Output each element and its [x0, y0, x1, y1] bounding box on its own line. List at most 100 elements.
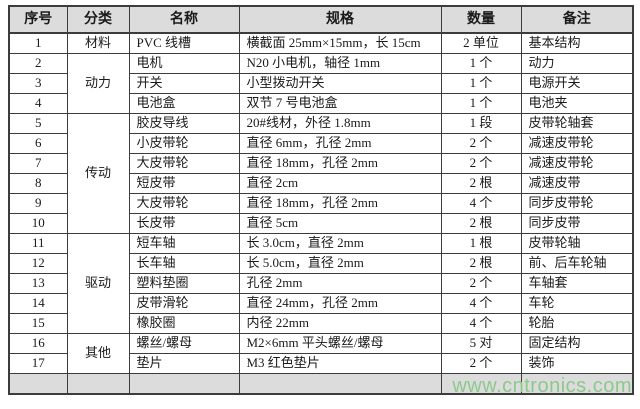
- header-note: 备注: [520, 5, 634, 34]
- cell-note: 电池夹: [520, 92, 634, 114]
- table-row: 3 开关 小型拨动开关 1 个 电源开关: [8, 72, 634, 94]
- cell-no: 1: [8, 32, 68, 54]
- cell-name: 长车轴: [128, 252, 240, 274]
- cell-note: 同步皮带轮: [520, 192, 634, 214]
- table-row: 6 小皮带轮 直径 6mm，孔径 2mm 2 个 减速皮带轮: [8, 132, 634, 154]
- cell-category-other: 其他: [66, 332, 130, 374]
- cell-spec: 双节 7 号电池盒: [238, 92, 442, 114]
- cell-qty: 2 根: [440, 252, 522, 274]
- cell-note: 装饰: [520, 352, 634, 374]
- cell-no: 2: [8, 52, 68, 74]
- cell-no: 9: [8, 192, 68, 214]
- cell-name: 电机: [128, 52, 240, 74]
- table-row: 5 传动 胶皮导线 20#线材，外径 1.8mm 1 段 皮带轮轴套: [8, 112, 634, 234]
- cell-no: 11: [8, 232, 68, 254]
- cell-name: 开关: [128, 72, 240, 94]
- cell-note: 基本结构: [520, 32, 634, 54]
- cell-no: 6: [8, 132, 68, 154]
- cell-note: 车轴套: [520, 272, 634, 294]
- cell-spec: N20 小电机，轴径 1mm: [238, 52, 442, 74]
- table-row: 13 塑料垫圈 孔径 2mm 2 个 车轴套: [8, 272, 634, 294]
- cell-qty: 4 个: [440, 292, 522, 314]
- cell-spec: M3 红色垫片: [238, 352, 442, 374]
- footer-cell: [8, 372, 68, 395]
- table-row: 17 垫片 M3 红色垫片 2 个 装饰: [8, 352, 634, 374]
- cell-name: 大皮带轮: [128, 152, 240, 174]
- header-row: 序号 分类 名称 规格 数量 备注: [8, 5, 634, 34]
- cell-qty: 4 个: [440, 312, 522, 334]
- table-row: 2 动力 电机 N20 小电机，轴径 1mm 1 个 动力: [8, 52, 634, 114]
- cell-qty: 1 个: [440, 72, 522, 94]
- cell-qty: 2 根: [440, 172, 522, 194]
- cell-qty: 2 单位: [440, 32, 522, 54]
- cell-spec: 长 3.0cm，直径 2mm: [238, 232, 442, 254]
- cell-qty: 1 个: [440, 92, 522, 114]
- cell-no: 14: [8, 292, 68, 314]
- footer-cell: [440, 372, 522, 395]
- parts-table: 序号 分类 名称 规格 数量 备注 1 材料 PVC 线槽 横截面 25mm×1…: [8, 5, 634, 395]
- cell-qty: 2 个: [440, 132, 522, 154]
- cell-category-drive: 驱动: [66, 232, 130, 334]
- header-name: 名称: [128, 5, 240, 34]
- cell-name: 电池盒: [128, 92, 240, 114]
- cell-note: 前、后车轮轴: [520, 252, 634, 274]
- cell-note: 减速皮带轮: [520, 152, 634, 174]
- cell-category-transmission: 传动: [66, 112, 130, 234]
- cell-note: 皮带轮轴套: [520, 112, 634, 134]
- cell-name: 橡胶圈: [128, 312, 240, 334]
- footer-cell: [66, 372, 130, 395]
- table-row: 11 驱动 短车轴 长 3.0cm，直径 2mm 1 根 皮带轮轴: [8, 232, 634, 334]
- table-row: 1 材料 PVC 线槽 横截面 25mm×15mm，长 15cm 2 单位 基本…: [8, 32, 634, 54]
- header-spec: 规格: [238, 5, 442, 34]
- cell-spec: 直径 18mm，孔径 2mm: [238, 192, 442, 214]
- cell-qty: 1 段: [440, 112, 522, 134]
- cell-note: 减速皮带: [520, 172, 634, 194]
- cell-name: 小皮带轮: [128, 132, 240, 154]
- cell-qty: 2 个: [440, 152, 522, 174]
- cell-name: 短皮带: [128, 172, 240, 194]
- cell-note: 减速皮带轮: [520, 132, 634, 154]
- cell-qty: 1 根: [440, 232, 522, 254]
- cell-note: 动力: [520, 52, 634, 74]
- header-no: 序号: [8, 5, 68, 34]
- cell-spec: 横截面 25mm×15mm，长 15cm: [238, 32, 442, 54]
- cell-spec: 直径 18mm，孔径 2mm: [238, 152, 442, 174]
- cell-qty: 2 根: [440, 212, 522, 234]
- cell-note: 车轮: [520, 292, 634, 314]
- cell-spec: 20#线材，外径 1.8mm: [238, 112, 442, 134]
- cell-qty: 5 对: [440, 332, 522, 354]
- cell-spec: 直径 5cm: [238, 212, 442, 234]
- cell-category-power: 动力: [66, 52, 130, 114]
- header-qty: 数量: [440, 5, 522, 34]
- footer-row: [8, 372, 634, 395]
- cell-note: 电源开关: [520, 72, 634, 94]
- table-row: 16 其他 螺丝/螺母 M2×6mm 平头螺丝/螺母 5 对 固定结构: [8, 332, 634, 374]
- table-row: 14 皮带滑轮 直径 24mm，孔径 2mm 4 个 车轮: [8, 292, 634, 314]
- cell-spec: 长 5.0cm，直径 2mm: [238, 252, 442, 274]
- cell-spec: 孔径 2mm: [238, 272, 442, 294]
- cell-category-material: 材料: [66, 32, 130, 54]
- cell-name: 大皮带轮: [128, 192, 240, 214]
- cell-no: 12: [8, 252, 68, 274]
- cell-qty: 1 个: [440, 52, 522, 74]
- cell-name: 垫片: [128, 352, 240, 374]
- cell-qty: 4 个: [440, 192, 522, 214]
- cell-note: 皮带轮轴: [520, 232, 634, 254]
- cell-spec: 直径 2cm: [238, 172, 442, 194]
- footer-cell: [520, 372, 634, 395]
- cell-qty: 2 个: [440, 352, 522, 374]
- footer-cell: [128, 372, 240, 395]
- cell-no: 4: [8, 92, 68, 114]
- cell-name: 塑料垫圈: [128, 272, 240, 294]
- header-category: 分类: [66, 5, 130, 34]
- cell-no: 17: [8, 352, 68, 374]
- table-row: 8 短皮带 直径 2cm 2 根 减速皮带: [8, 172, 634, 194]
- footer-cell: [238, 372, 442, 395]
- cell-note: 固定结构: [520, 332, 634, 354]
- cell-name: 短车轴: [128, 232, 240, 254]
- cell-no: 10: [8, 212, 68, 234]
- cell-no: 13: [8, 272, 68, 294]
- cell-no: 16: [8, 332, 68, 354]
- cell-no: 15: [8, 312, 68, 334]
- cell-note: 同步皮带: [520, 212, 634, 234]
